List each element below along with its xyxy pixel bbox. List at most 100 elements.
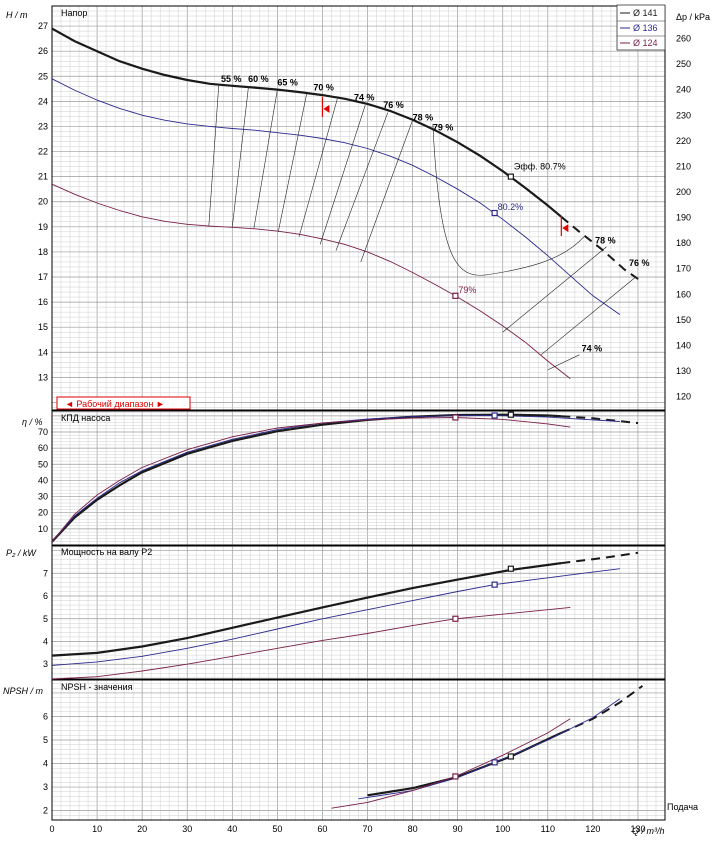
npsh-axis-label: NPSH / m (3, 686, 44, 696)
efficiency-axis-label: η / % (22, 417, 43, 427)
x-axis-title: Подача (667, 802, 698, 812)
y2-tick-label: 240 (676, 85, 691, 95)
curve-d141 (367, 731, 562, 797)
power-panel-title: Мощность на валу P2 (61, 547, 152, 557)
curve-d141-extension (561, 415, 639, 425)
iso-efficiency-line (319, 105, 366, 245)
x-axis-label: Q / m³/h (632, 826, 665, 836)
grid-layer (51, 5, 666, 821)
y-tick-label: 6 (43, 711, 48, 721)
iso-efficiency-line (208, 85, 220, 226)
x-tick-label: 60 (317, 824, 327, 834)
efficiency-label: 79 % (433, 123, 454, 133)
duty-point-d124 (452, 414, 459, 421)
iso-efficiency-line (540, 276, 636, 356)
pressure-axis-label: Δp / kPa (676, 12, 710, 22)
y-tick-label: 4 (43, 759, 48, 769)
x-tick-label: 40 (227, 824, 237, 834)
y-tick-label: 30 (38, 492, 48, 502)
y-tick-label: 15 (38, 322, 48, 332)
y2-tick-label: 150 (676, 315, 691, 325)
efficiency-label: 70 % (313, 83, 334, 93)
duty-point-d141 (507, 753, 514, 760)
efficiency-label: 76 % (383, 100, 404, 110)
x-tick-label: 20 (137, 824, 147, 834)
legend-item-d124: Ø 124 (633, 38, 658, 48)
curve-d141 (51, 562, 562, 657)
y-tick-label: 20 (38, 508, 48, 518)
iso-efficiency-line (231, 86, 249, 227)
legend-item-d141: Ø 141 (633, 8, 658, 18)
x-tick-label: 10 (92, 824, 102, 834)
efficiency-label: 74 % (354, 93, 375, 103)
duty-point-label-d136: 80.2% (498, 202, 524, 212)
iso-efficiency-line (253, 89, 278, 229)
iso-efficiency-line (277, 93, 307, 232)
y-tick-label: 2 (43, 806, 48, 816)
y2-tick-label: 210 (676, 161, 691, 171)
x-tick-label: 0 (49, 824, 54, 834)
x-tick-label: 30 (182, 824, 192, 834)
efficiency-label: 60 % (248, 74, 269, 84)
efficiency-label: 74 % (582, 344, 603, 354)
y-tick-label: 50 (38, 459, 48, 469)
y2-tick-label: 200 (676, 187, 691, 197)
panel-frame (51, 5, 666, 411)
iso-efficiency-line (298, 98, 338, 237)
iso-efficiency-line (502, 246, 607, 333)
duty-point-d141 (507, 565, 514, 572)
x-tick-label: 70 (363, 824, 373, 834)
efficiency-panel-title: КПД насоса (61, 413, 110, 423)
x-tick-label: 50 (272, 824, 282, 834)
legend-item-d136: Ø 136 (633, 23, 658, 33)
y-tick-label: 24 (38, 96, 48, 106)
range-marker-triangle (323, 104, 330, 113)
y-tick-label: 22 (38, 147, 48, 157)
duty-point-d124 (452, 615, 459, 622)
y-tick-label: 26 (38, 46, 48, 56)
y2-tick-label: 190 (676, 213, 691, 223)
curve-d136 (51, 78, 621, 315)
efficiency-label: 55 % (221, 74, 242, 84)
curve-d141-extension (561, 551, 639, 565)
y-tick-label: 21 (38, 172, 48, 182)
curve-d136 (51, 568, 620, 666)
y-tick-label: 5 (43, 735, 48, 745)
y2-tick-label: 160 (676, 289, 691, 299)
y-tick-label: 3 (43, 659, 48, 669)
y2-tick-label: 180 (676, 238, 691, 248)
duty-point-d136 (491, 759, 498, 766)
efficiency-label: 78 % (413, 113, 434, 123)
y-tick-label: 18 (38, 247, 48, 257)
y-tick-label: 10 (38, 524, 48, 534)
y-tick-label: 7 (43, 568, 48, 578)
iso-efficiency-loop (432, 123, 585, 276)
y-tick-label: 19 (38, 222, 48, 232)
y-tick-label: 17 (38, 272, 48, 282)
y-tick-label: 60 (38, 443, 48, 453)
duty-point-d141 (507, 411, 514, 418)
head-axis-label: H / m (6, 10, 28, 20)
y-tick-label: 25 (38, 71, 48, 81)
efficiency-label: 78 % (595, 236, 616, 246)
y-tick-label: 23 (38, 121, 48, 131)
duty-point-d136 (491, 581, 498, 588)
y-tick-label: 27 (38, 21, 48, 31)
y-tick-label: 16 (38, 297, 48, 307)
panel-frame (51, 679, 666, 821)
label-layer: 1314151617181920212223242526271201301401… (38, 21, 691, 834)
y2-tick-label: 250 (676, 59, 691, 69)
panel-frame (51, 410, 666, 546)
duty-point-label-d124: 79% (458, 285, 476, 295)
curve-d124 (51, 606, 571, 680)
y-tick-label: 70 (38, 427, 48, 437)
duty-point-d136 (491, 412, 498, 419)
head-panel-title: Напор (61, 8, 87, 18)
curve-d136 (358, 698, 621, 800)
curve-d141 (51, 27, 563, 218)
y2-tick-label: 170 (676, 264, 691, 274)
efficiency-label: 76 % (629, 258, 650, 268)
duty-point-d124 (452, 292, 459, 299)
y-tick-label: 4 (43, 636, 48, 646)
duty-point-d124 (452, 773, 459, 780)
